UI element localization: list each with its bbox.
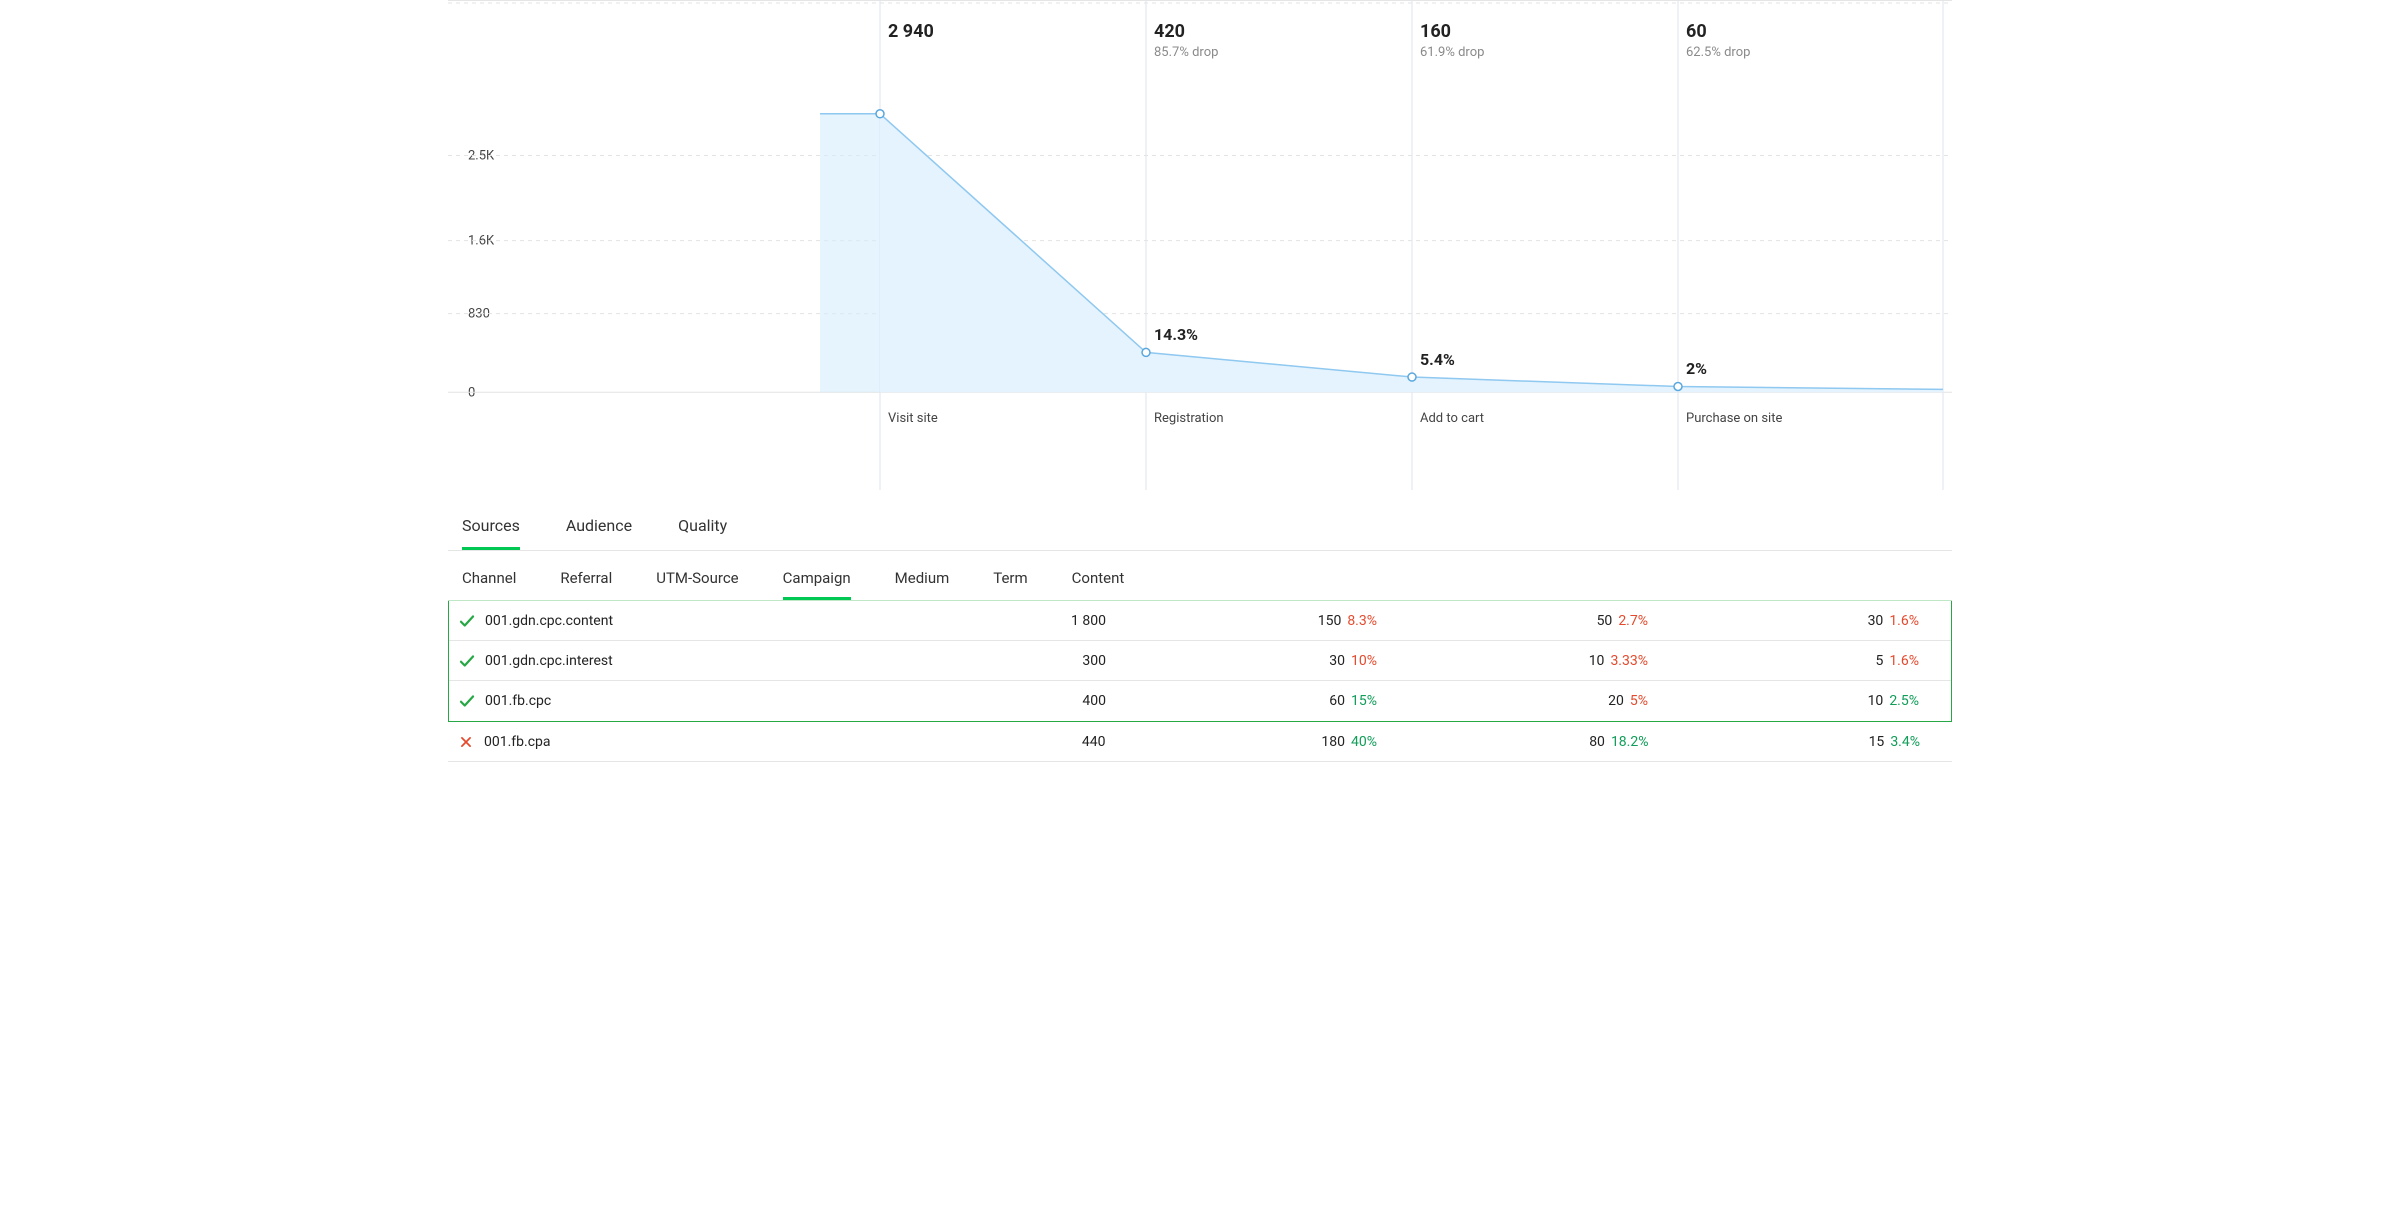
cell-value: 440: [1082, 734, 1106, 750]
row-cell: 180 40%: [1130, 734, 1402, 750]
row-cell: 5 1.6%: [1672, 653, 1943, 669]
cell-value: 30: [1329, 653, 1345, 669]
subtab-content[interactable]: Content: [1072, 569, 1125, 600]
row-cell: 400: [859, 693, 1130, 709]
sources-table: 001.gdn.cpc.content 1 800 150 8.3% 50 2.7% 30 1…: [448, 600, 1952, 762]
chart-stage-pct: 2%: [1686, 359, 1707, 378]
row-cell: 440: [858, 734, 1130, 750]
subtab-term[interactable]: Term: [993, 569, 1027, 600]
tab-audience[interactable]: Audience: [566, 516, 632, 550]
subtab-channel[interactable]: Channel: [462, 569, 516, 600]
selected-rows-group: 001.gdn.cpc.content 1 800 150 8.3% 50 2.7% 30 1…: [448, 601, 1952, 722]
cell-value: 15: [1869, 734, 1885, 750]
cell-value: 30: [1868, 613, 1884, 629]
cell-pct: 18.2%: [1611, 734, 1649, 750]
cell-value: 20: [1608, 693, 1624, 709]
chart-stage-value: 160: [1420, 21, 1451, 42]
cell-value: 5: [1875, 653, 1883, 669]
row-cell: 10 3.33%: [1401, 653, 1672, 669]
subtab-medium[interactable]: Medium: [895, 569, 950, 600]
row-cell: 10 2.5%: [1672, 693, 1943, 709]
chart-stage-drop: 61.9% drop: [1420, 45, 1484, 60]
cell-pct: 3.33%: [1610, 653, 1648, 669]
row-cell: 50 2.7%: [1401, 613, 1672, 629]
cell-value: 60: [1329, 693, 1345, 709]
tab-quality[interactable]: Quality: [678, 516, 727, 550]
subtab-utm-source[interactable]: UTM-Source: [656, 569, 738, 600]
row-name: 001.gdn.cpc.content: [485, 613, 859, 629]
x-icon[interactable]: [448, 735, 484, 749]
cell-pct: 1.6%: [1889, 653, 1919, 669]
subtab-referral[interactable]: Referral: [560, 569, 612, 600]
row-name: 001.fb.cpa: [484, 734, 858, 750]
table-row[interactable]: 001.gdn.cpc.content 1 800 150 8.3% 50 2.7% 30 1…: [449, 601, 1951, 641]
chart-stage-value: 420: [1154, 21, 1185, 42]
cell-pct: 10%: [1351, 653, 1377, 669]
cell-value: 150: [1318, 613, 1342, 629]
chart-stage-label: Visit site: [888, 411, 938, 426]
tab-sources[interactable]: Sources: [462, 516, 520, 550]
row-cell: 300: [859, 653, 1130, 669]
chart-stage: 60 62.5% drop 2% Purchase on site: [1686, 1, 1936, 490]
row-cell: 30 1.6%: [1672, 613, 1943, 629]
row-cell: 80 18.2%: [1401, 734, 1673, 750]
chart-stage-pct: 14.3%: [1154, 325, 1198, 344]
row-name: 001.gdn.cpc.interest: [485, 653, 859, 669]
table-row[interactable]: 001.fb.cpc 400 60 15% 20 5% 10 2.5%: [449, 681, 1951, 721]
cell-value: 10: [1868, 693, 1884, 709]
funnel-chart: 2.5K1.6K8300 2 940Visit site42085.7% dro…: [448, 0, 1952, 490]
chart-stage-value: 60: [1686, 21, 1707, 42]
cell-pct: 1.6%: [1889, 613, 1919, 629]
cell-value: 1 800: [1071, 613, 1106, 629]
chart-stage-pct: 5.4%: [1420, 350, 1455, 369]
chart-stage-drop: 85.7% drop: [1154, 45, 1218, 60]
cell-value: 80: [1589, 734, 1605, 750]
cell-value: 300: [1082, 653, 1106, 669]
cell-pct: 2.7%: [1618, 613, 1648, 629]
check-icon[interactable]: [449, 692, 485, 710]
cell-pct: 5%: [1630, 693, 1648, 709]
cell-value: 50: [1597, 613, 1613, 629]
row-cell: 15 3.4%: [1673, 734, 1945, 750]
chart-stage-label: Add to cart: [1420, 411, 1484, 426]
row-cell: 150 8.3%: [1130, 613, 1401, 629]
row-cell: 30 10%: [1130, 653, 1401, 669]
cell-value: 400: [1082, 693, 1106, 709]
cell-value: 180: [1321, 734, 1345, 750]
cell-pct: 40%: [1351, 734, 1377, 750]
primary-tabs: Sources Audience Quality: [448, 490, 1952, 551]
row-cell: 20 5%: [1401, 693, 1672, 709]
chart-stage-value: 2 940: [888, 21, 934, 42]
check-icon[interactable]: [449, 612, 485, 630]
table-row[interactable]: 001.fb.cpa 440 180 40% 80 18.2% 15 3.4%: [448, 722, 1952, 762]
secondary-tabs: Channel Referral UTM-Source Campaign Medium T…: [448, 551, 1952, 600]
cell-pct: 15%: [1351, 693, 1377, 709]
chart-stage: 420 85.7% drop 14.3% Registration: [1154, 1, 1404, 490]
chart-stage: 160 61.9% drop 5.4% Add to cart: [1420, 1, 1670, 490]
cell-pct: 3.4%: [1890, 734, 1920, 750]
chart-stage-drop: 62.5% drop: [1686, 45, 1750, 60]
row-cell: 1 800: [859, 613, 1130, 629]
subtab-campaign[interactable]: Campaign: [783, 569, 851, 600]
chart-stage-label: Registration: [1154, 411, 1224, 426]
cell-pct: 2.5%: [1889, 693, 1919, 709]
chart-stage-label: Purchase on site: [1686, 411, 1782, 426]
check-icon[interactable]: [449, 652, 485, 670]
row-cell: 60 15%: [1130, 693, 1401, 709]
table-row[interactable]: 001.gdn.cpc.interest 300 30 10% 10 3.33% 5 1.6%: [449, 641, 1951, 681]
row-name: 001.fb.cpc: [485, 693, 859, 709]
cell-pct: 8.3%: [1347, 613, 1377, 629]
chart-stage: 2 940 Visit site: [888, 1, 1138, 490]
cell-value: 10: [1589, 653, 1605, 669]
